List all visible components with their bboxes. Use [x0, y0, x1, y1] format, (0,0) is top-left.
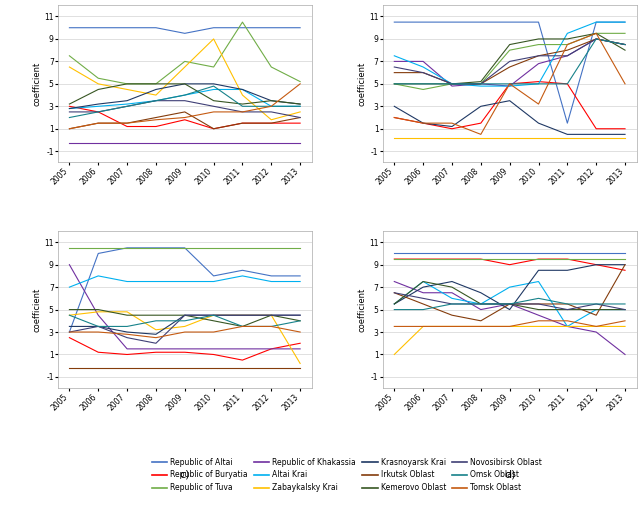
Y-axis label: coefficient: coefficient: [358, 287, 367, 331]
Y-axis label: coefficient: coefficient: [32, 287, 41, 331]
Y-axis label: coefficient: coefficient: [32, 62, 41, 106]
Legend: Republic of Altai, Republic of Buryatia, Republic of Tuva, Republic of Khakassia: Republic of Altai, Republic of Buryatia,…: [152, 457, 542, 492]
Text: a): a): [179, 244, 190, 254]
Text: b): b): [504, 244, 515, 254]
Text: c): c): [179, 470, 190, 480]
Y-axis label: coefficient: coefficient: [358, 62, 367, 106]
Text: d): d): [504, 470, 516, 480]
